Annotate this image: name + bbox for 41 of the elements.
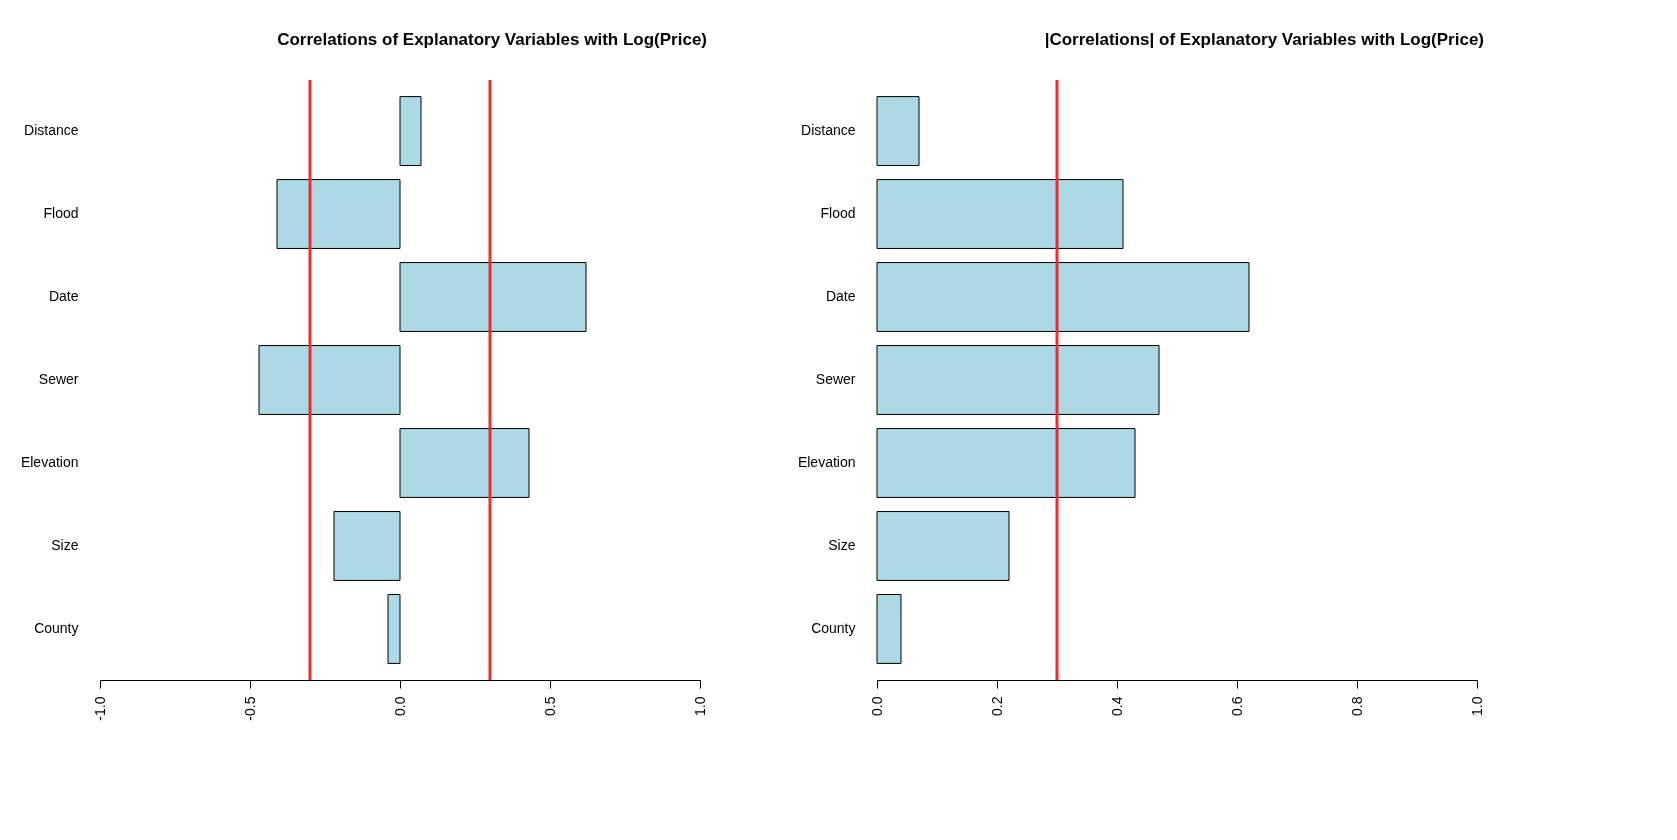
x-tick-label: 0.6 [1228, 696, 1245, 716]
chart-title: Correlations of Explanatory Variables with Log(Price) [277, 29, 707, 49]
bar [876, 179, 1124, 249]
x-tick-label: 0.2 [988, 696, 1005, 716]
y-tick-label: Size [51, 536, 79, 553]
x-tick-label: 0.5 [541, 696, 558, 716]
bar [276, 179, 401, 249]
x-tick-label: -0.5 [241, 696, 258, 721]
y-tick-label: Flood [820, 205, 856, 222]
y-tick-label: Size [828, 536, 856, 553]
bar [876, 262, 1250, 332]
x-tick-label: 0.0 [391, 696, 408, 716]
bar [876, 96, 920, 166]
bar [876, 594, 902, 664]
y-tick-label: Date [48, 288, 79, 305]
y-tick-label: Distance [24, 122, 79, 139]
bar [258, 345, 401, 415]
x-tick-label: 0.0 [868, 696, 885, 716]
y-tick-label: Distance [801, 122, 856, 139]
y-tick-label: County [811, 619, 856, 636]
chart-title: |Correlations| of Explanatory Variables with Log(Price) [1044, 29, 1484, 49]
y-tick-label: Date [825, 288, 856, 305]
y-tick-label: County [34, 619, 79, 636]
x-tick-label: 1.0 [1468, 696, 1485, 716]
y-tick-label: Flood [43, 205, 79, 222]
y-tick-label: Sewer [815, 371, 856, 387]
bar [876, 511, 1010, 581]
bar [399, 262, 587, 332]
bar [333, 511, 401, 581]
bar [876, 345, 1160, 415]
bar [399, 428, 530, 498]
bar [399, 96, 422, 166]
x-tick-label: 0.4 [1108, 696, 1125, 716]
x-tick-label: 1.0 [691, 696, 708, 716]
y-tick-label: Sewer [38, 371, 79, 387]
x-tick-label: -1.0 [91, 696, 108, 721]
bar [387, 594, 401, 664]
x-tick-label: 0.8 [1348, 696, 1365, 716]
y-tick-label: Elevation [20, 453, 79, 470]
bar [876, 428, 1136, 498]
y-tick-label: Elevation [797, 453, 856, 470]
